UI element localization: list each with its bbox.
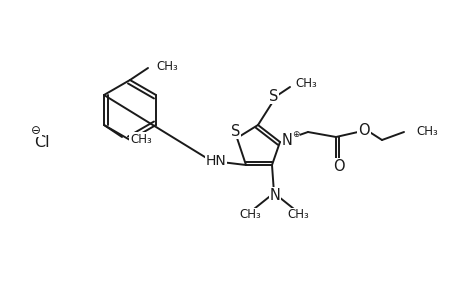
Text: Cl: Cl [34, 134, 50, 149]
Text: CH₃: CH₃ [286, 208, 308, 221]
Text: CH₃: CH₃ [130, 133, 151, 146]
Text: N: N [269, 188, 280, 202]
Text: ⊖: ⊖ [31, 124, 41, 136]
Text: CH₃: CH₃ [415, 124, 437, 137]
Text: ⊕: ⊕ [291, 130, 299, 139]
Text: S: S [231, 124, 240, 139]
Text: CH₃: CH₃ [294, 76, 316, 89]
Text: O: O [358, 122, 369, 137]
Text: N: N [281, 133, 292, 148]
Text: CH₃: CH₃ [156, 59, 177, 73]
Text: S: S [269, 88, 278, 104]
Text: CH₃: CH₃ [239, 208, 260, 221]
Text: O: O [332, 158, 344, 173]
Text: HN: HN [205, 154, 226, 168]
